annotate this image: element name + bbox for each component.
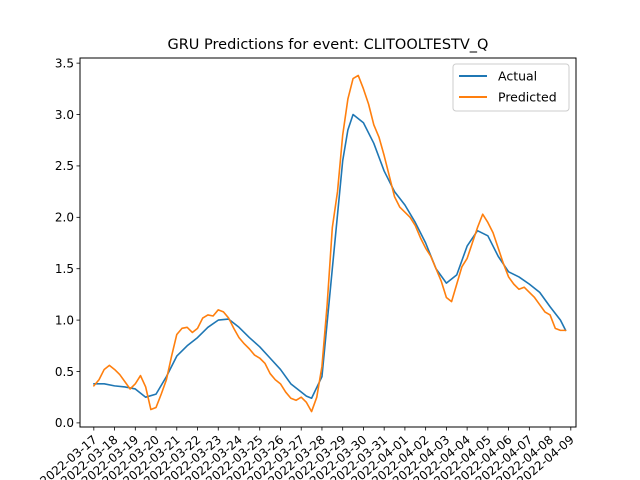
axes-frame — [79, 57, 577, 428]
series-layer — [93, 74, 567, 413]
y-tick-label: 2.0 — [55, 211, 74, 225]
series-line-actual — [93, 113, 567, 400]
y-tick-label: 1.0 — [55, 313, 74, 327]
y-tick-label: 0.5 — [55, 365, 74, 379]
y-tick-label: 0.0 — [55, 416, 74, 430]
legend: Actual Predicted — [452, 63, 570, 112]
y-tick-label: 1.5 — [55, 262, 74, 276]
series-line-predicted — [93, 74, 567, 413]
y-tick-label: 3.5 — [55, 56, 74, 70]
legend-label-actual: Actual — [498, 69, 537, 84]
y-axis: 0.0 0.5 1.0 1.5 2.0 2.5 3.0 3.5 — [55, 56, 80, 430]
y-tick-label: 2.5 — [55, 159, 74, 173]
y-tick-label: 3.0 — [55, 108, 74, 122]
legend-label-predicted: Predicted — [498, 90, 557, 105]
x-axis: 2022-03-172022-03-182022-03-192022-03-20… — [37, 427, 577, 480]
chart-title: GRU Predictions for event: CLITOOLTESTV_… — [168, 37, 489, 53]
